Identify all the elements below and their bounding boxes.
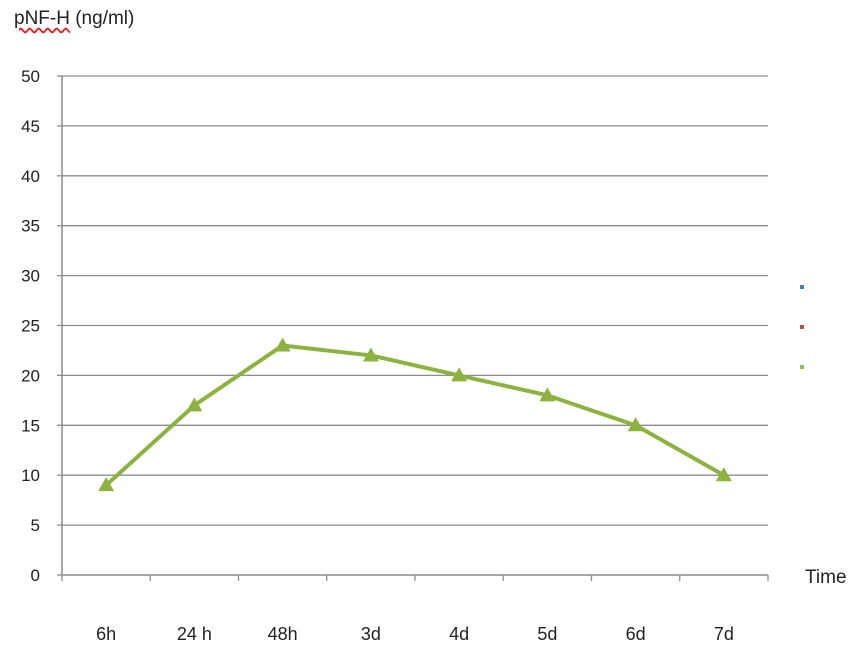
data-point-triangle [362, 347, 379, 362]
data-point-triangle [539, 387, 556, 402]
y-tick-label: 5 [31, 516, 40, 535]
y-tick-label: 15 [21, 416, 40, 435]
y-tick-label: 35 [21, 217, 40, 236]
x-tick-label: 6h [96, 624, 116, 644]
x-tick-label: 6d [626, 624, 646, 644]
data-point-triangle [274, 337, 291, 352]
y-tick-label: 20 [21, 366, 40, 385]
x-tick-label: 48h [268, 624, 298, 644]
data-point-triangle [98, 477, 115, 492]
data-point-triangle [451, 367, 468, 382]
x-axis-title: Time [805, 567, 847, 588]
y-tick-label: 50 [21, 67, 40, 86]
data-point-triangle [186, 397, 203, 412]
legend-marker [800, 365, 804, 369]
x-tick-label: 24 h [177, 624, 212, 644]
y-tick-label: 25 [21, 317, 40, 336]
x-tick-label: 7d [714, 624, 734, 644]
y-tick-label: 45 [21, 117, 40, 136]
y-tick-label: 30 [21, 267, 40, 286]
legend-marker [800, 285, 804, 289]
y-axis-title-units: (ng/ml) [69, 8, 135, 29]
legend-marker [800, 325, 804, 329]
data-point-triangle [627, 417, 644, 432]
y-axis-title-prefix: pNF-H [14, 8, 70, 29]
series-line [104, 343, 726, 488]
x-tick-label: 4d [449, 624, 469, 644]
x-tick-label: 5d [537, 624, 557, 644]
data-point-triangle [715, 467, 732, 482]
y-axis-title: pNF-H (ng/ml) [14, 8, 134, 30]
y-tick-label: 0 [31, 566, 40, 585]
y-tick-label: 10 [21, 466, 40, 485]
y-tick-label: 40 [21, 167, 40, 186]
x-tick-label: 3d [361, 624, 381, 644]
